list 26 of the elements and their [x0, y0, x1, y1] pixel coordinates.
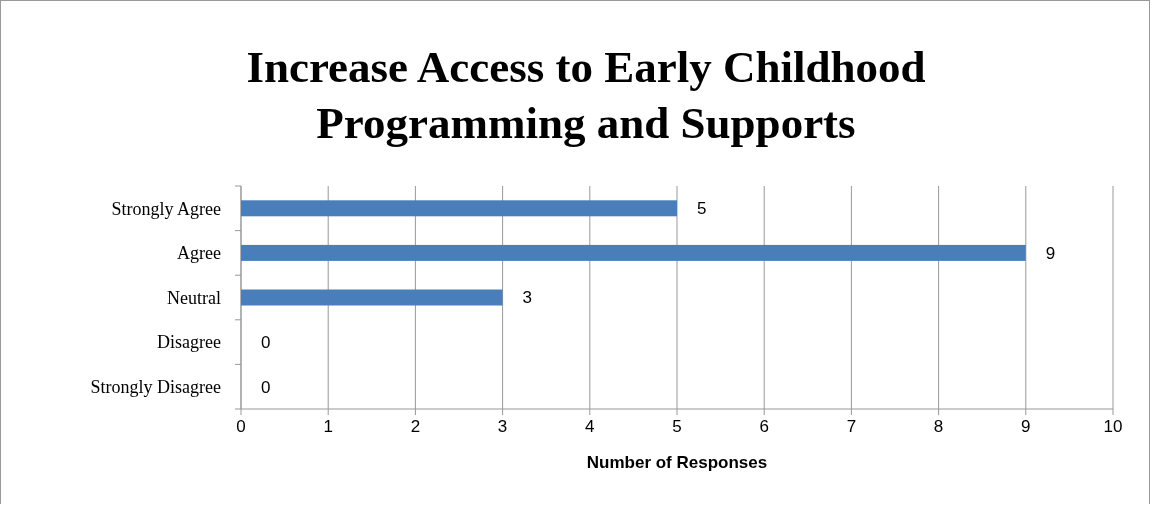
x-tick-label: 5: [672, 417, 682, 436]
x-tick-label: 1: [323, 417, 333, 436]
x-tick-label: 0: [236, 417, 246, 436]
y-tick-label: Strongly Agree: [111, 198, 221, 219]
y-tick-label: Strongly Disagree: [90, 377, 221, 397]
x-tick-label: 6: [759, 417, 769, 436]
x-axis-title: Number of Responses: [586, 453, 768, 472]
data-label: 9: [1045, 243, 1056, 263]
data-label: 0: [261, 333, 271, 353]
x-tick-label: 8: [933, 417, 944, 436]
x-tick-label: 2: [410, 417, 421, 436]
x-tick-label: 4: [585, 417, 595, 436]
data-label: 0: [261, 377, 271, 397]
chart-title: Increase Access to Early Childhood Programming and Supports: [245, 41, 927, 150]
x-tick-label: 7: [846, 417, 857, 436]
bar: [241, 289, 503, 306]
y-tick-label: Disagree: [157, 332, 222, 353]
bar: [241, 244, 1026, 261]
data-label: 5: [697, 199, 707, 219]
x-tick-label: 10: [1103, 417, 1123, 436]
bar: [241, 200, 677, 217]
data-label: 3: [522, 288, 533, 308]
y-tick-label: Neutral: [167, 287, 221, 308]
x-tick-label: 3: [497, 417, 508, 436]
y-tick-label: Agree: [177, 243, 221, 264]
x-tick-label: 9: [1021, 417, 1031, 436]
